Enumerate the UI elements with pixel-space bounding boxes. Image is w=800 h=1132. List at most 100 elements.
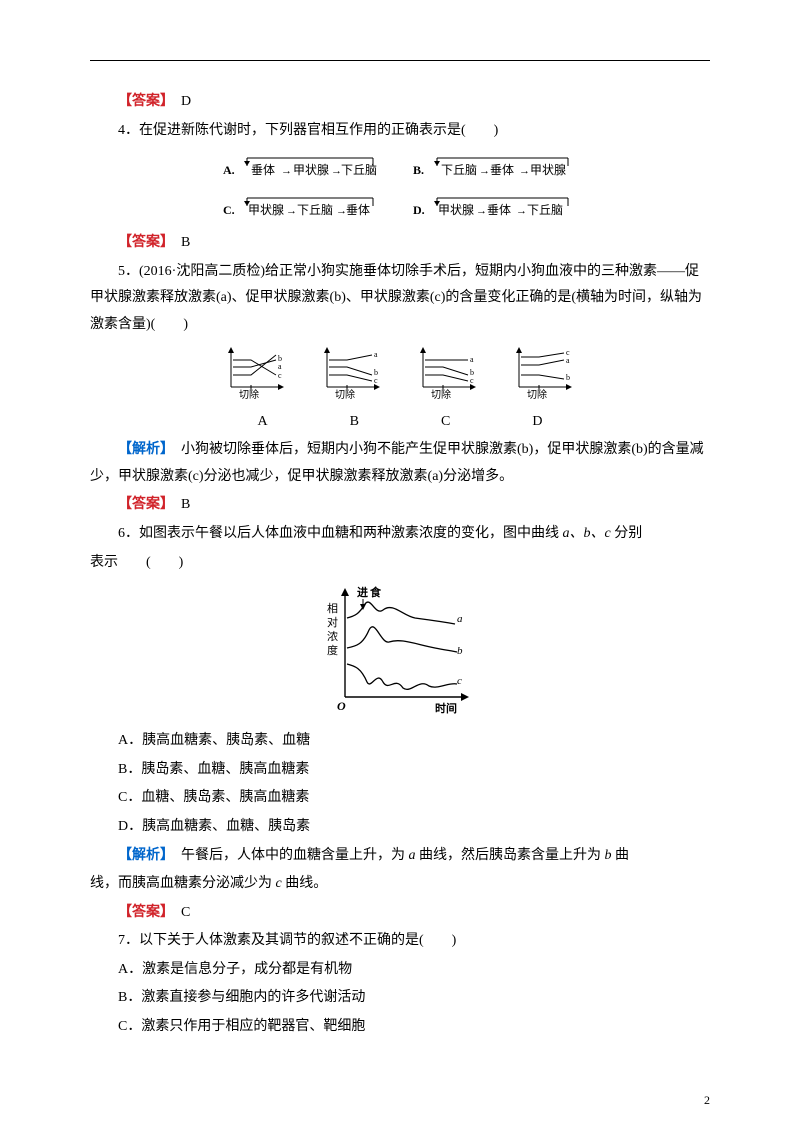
svg-text:相: 相 <box>327 602 338 615</box>
svg-text:a: a <box>566 356 570 365</box>
svg-text:a: a <box>278 362 282 371</box>
q4-options-row1: A. 垂体 → 甲状腺 → 下丘脑 B. <box>90 150 710 184</box>
q5-chart-labels: A B C D <box>90 409 710 436</box>
svg-text:切除: 切除 <box>239 388 259 401</box>
svg-text:甲状腺: 甲状腺 <box>438 203 474 217</box>
q6-ana-1: 午餐后，人体中的血糖含量上升，为 <box>181 848 409 863</box>
svg-text:浓: 浓 <box>327 630 338 643</box>
q7-option-b: B．激素直接参与细胞内的许多代谢活动 <box>90 985 710 1012</box>
svg-text:c: c <box>278 371 282 380</box>
q6-chart-wrap: 相 对 浓 度 进 食 a b c O 时间 <box>90 582 710 722</box>
svg-text:B.: B. <box>413 163 424 177</box>
q6-stem-3: 表示 ( ) <box>90 550 710 577</box>
top-rule <box>90 60 710 61</box>
q6-ana-2: 曲线，然后胰岛素含量上升为 <box>416 848 605 863</box>
q6-ana-4: 线，而胰高血糖素分泌减少为 <box>90 876 276 891</box>
svg-text:切除: 切除 <box>335 388 355 401</box>
q5-answer-line: 【答案】 B <box>90 492 710 519</box>
page-number: 2 <box>704 1089 710 1112</box>
svg-text:垂体: 垂体 <box>346 203 370 217</box>
q4-options-row2: C. 甲状腺 → 下丘脑 → 垂体 D. 甲状腺 → 垂体 <box>90 190 710 224</box>
q5-charts: b a c 切除 a b c 切除 a <box>90 345 710 403</box>
q6-ana-b: b <box>605 848 612 863</box>
q6-stem-2: 分别 <box>611 526 643 541</box>
svg-text:时间: 时间 <box>435 701 457 715</box>
svg-text:切除: 切除 <box>527 388 547 401</box>
q6-ana-5: 曲线。 <box>282 876 328 891</box>
svg-text:a: a <box>374 350 378 359</box>
answer-value: B <box>181 235 190 250</box>
svg-text:c: c <box>374 376 378 385</box>
q6-answer-line: 【答案】 C <box>90 900 710 927</box>
q6-option-b: B．胰岛素、血糖、胰高血糖素 <box>90 757 710 784</box>
q5-stem: 5．(2016·沈阳高二质检)给正常小狗实施垂体切除手术后，短期内小狗血液中的三… <box>90 259 710 339</box>
svg-text:b: b <box>566 373 570 382</box>
svg-text:垂体: 垂体 <box>251 163 275 177</box>
q4-option-c: C. 甲状腺 → 下丘脑 → 垂体 <box>223 190 383 224</box>
answer-label: 【答案】 <box>118 94 167 109</box>
svg-text:b: b <box>457 645 463 657</box>
q5-chart-c: a b c 切除 <box>413 345 483 403</box>
q6-chart: 相 对 浓 度 进 食 a b c O 时间 <box>315 582 485 722</box>
svg-text:O: O <box>337 699 346 713</box>
svg-text:垂体: 垂体 <box>490 163 514 177</box>
svg-text:度: 度 <box>327 643 338 657</box>
svg-text:甲状腺: 甲状腺 <box>293 163 329 177</box>
q6-option-c: C．血糖、胰岛素、胰高血糖素 <box>90 785 710 812</box>
q6-stem-1: 6．如图表示午餐以后人体血液中血糖和两种激素浓度的变化，图中曲线 <box>118 526 563 541</box>
answer-label: 【答案】 <box>118 235 167 250</box>
svg-text:c: c <box>457 675 462 687</box>
svg-text:下丘脑: 下丘脑 <box>527 203 563 217</box>
q4-stem: 4．在促进新陈代谢时，下列器官相互作用的正确表示是( ) <box>90 118 710 145</box>
svg-text:下丘脑: 下丘脑 <box>341 163 377 177</box>
svg-text:a: a <box>457 613 463 625</box>
q7-option-c: C．激素只作用于相应的靶器官、靶细胞 <box>90 1014 710 1041</box>
q5-label-c: C <box>441 409 450 436</box>
analysis-label: 【解析】 <box>118 848 167 863</box>
svg-text:下丘脑: 下丘脑 <box>441 163 477 177</box>
answer-value: B <box>181 497 190 512</box>
answer-label: 【答案】 <box>118 497 167 512</box>
q5-label-b: B <box>350 409 359 436</box>
q4-option-b: B. 下丘脑 → 垂体 → 甲状腺 <box>413 150 578 184</box>
analysis-text: 小狗被切除垂体后，短期内小狗不能产生促甲状腺激素(b)，促甲状腺激素(b)的含量… <box>90 442 704 484</box>
q5-analysis: 【解析】 小狗被切除垂体后，短期内小狗不能产生促甲状腺激素(b)，促甲状腺激素(… <box>90 437 710 490</box>
answer-label: 【答案】 <box>118 905 167 920</box>
q5-chart-d: c a b 切除 <box>509 345 579 403</box>
q5-chart-a: b a c 切除 <box>221 345 291 403</box>
q6-ana-3: 曲 <box>612 848 630 863</box>
q6-option-a: A．胰高血糖素、胰岛素、血糖 <box>90 728 710 755</box>
q5-chart-b: a b c 切除 <box>317 345 387 403</box>
svg-text:→: → <box>516 205 527 217</box>
q6-analysis: 【解析】 午餐后，人体中的血糖含量上升，为 a 曲线，然后胰岛素含量上升为 b … <box>90 843 710 870</box>
svg-text:对: 对 <box>327 615 338 629</box>
q5-label-d: D <box>532 409 542 436</box>
answer-value: C <box>181 905 190 920</box>
svg-text:→: → <box>281 165 292 177</box>
svg-text:→: → <box>519 165 530 177</box>
svg-text:a: a <box>470 355 474 364</box>
q6-option-d: D．胰高血糖素、血糖、胰岛素 <box>90 814 710 841</box>
svg-text:甲状腺: 甲状腺 <box>530 163 566 177</box>
q4-option-d: D. 甲状腺 → 垂体 → 下丘脑 <box>413 190 578 224</box>
svg-text:进: 进 <box>357 585 368 599</box>
analysis-label: 【解析】 <box>118 442 167 457</box>
svg-text:→: → <box>476 205 487 217</box>
q4-answer-line: 【答案】 B <box>90 230 710 257</box>
q6-analysis-2: 线，而胰高血糖素分泌减少为 c 曲线。 <box>90 871 710 898</box>
svg-text:C.: C. <box>223 203 235 217</box>
q6-stem-abc: a、b、c <box>563 526 611 541</box>
q4-option-a: A. 垂体 → 甲状腺 → 下丘脑 <box>223 150 383 184</box>
svg-text:→: → <box>286 205 297 217</box>
svg-text:c: c <box>470 376 474 385</box>
svg-text:食: 食 <box>370 585 382 599</box>
q5-label-a: A <box>258 409 268 436</box>
q6-stem: 6．如图表示午餐以后人体血液中血糖和两种激素浓度的变化，图中曲线 a、b、c 分… <box>90 521 710 548</box>
svg-text:D.: D. <box>413 203 425 217</box>
svg-text:甲状腺: 甲状腺 <box>248 203 284 217</box>
page: 【答案】 D 4．在促进新陈代谢时，下列器官相互作用的正确表示是( ) A. 垂… <box>0 0 800 1132</box>
svg-text:A.: A. <box>223 163 235 177</box>
q7-stem: 7．以下关于人体激素及其调节的叙述不正确的是( ) <box>90 928 710 955</box>
q6-ana-a: a <box>409 848 416 863</box>
q3-answer-line: 【答案】 D <box>90 89 710 116</box>
